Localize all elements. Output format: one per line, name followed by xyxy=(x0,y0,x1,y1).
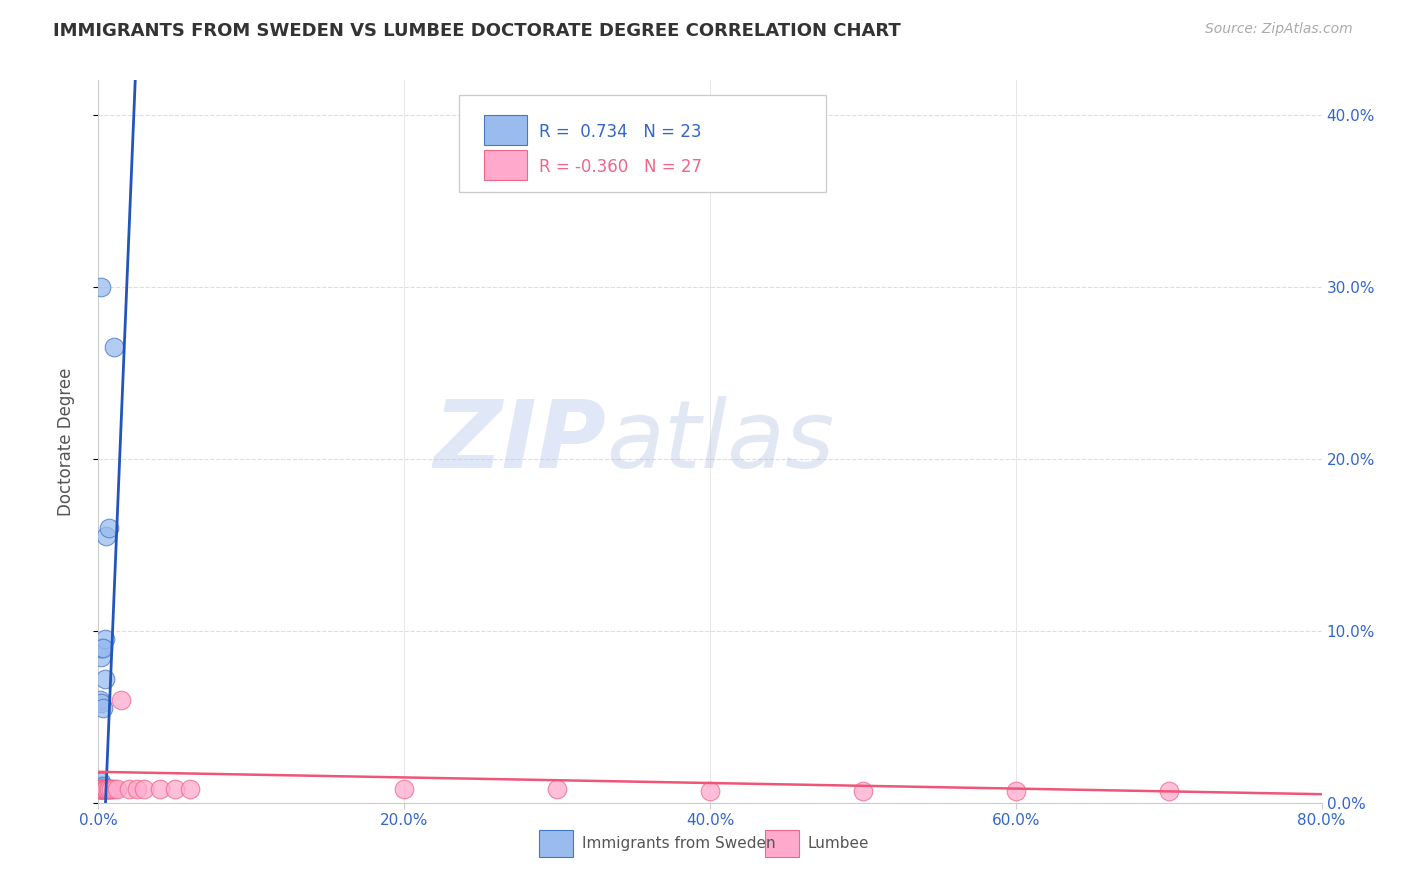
Point xyxy=(1004,784,1026,798)
Point xyxy=(103,340,125,354)
Point xyxy=(90,696,112,710)
Text: Source: ZipAtlas.com: Source: ZipAtlas.com xyxy=(1205,22,1353,37)
Point xyxy=(91,780,114,795)
Point xyxy=(179,782,201,797)
Point xyxy=(90,775,112,789)
Point xyxy=(89,782,111,797)
Point xyxy=(103,782,125,797)
Point xyxy=(94,782,117,797)
Text: ZIP: ZIP xyxy=(433,395,606,488)
Point xyxy=(98,782,121,797)
Text: Immigrants from Sweden: Immigrants from Sweden xyxy=(582,837,775,852)
Point xyxy=(91,782,114,797)
FancyBboxPatch shape xyxy=(765,830,800,857)
Text: R = -0.360   N = 27: R = -0.360 N = 27 xyxy=(538,158,702,176)
Point xyxy=(149,782,172,797)
Point xyxy=(91,779,114,793)
Point xyxy=(90,782,112,797)
Point xyxy=(163,782,186,797)
Point xyxy=(699,784,721,798)
Point xyxy=(100,782,122,797)
Point xyxy=(91,782,114,797)
Text: R =  0.734   N = 23: R = 0.734 N = 23 xyxy=(538,123,702,141)
Point xyxy=(93,782,115,797)
Point xyxy=(125,782,148,797)
Point xyxy=(98,520,121,534)
Point xyxy=(89,782,111,797)
Point xyxy=(90,649,112,664)
Point xyxy=(90,279,112,293)
Point xyxy=(91,782,114,797)
Point xyxy=(90,780,112,795)
Point xyxy=(546,782,568,797)
Point xyxy=(91,640,114,655)
Point xyxy=(97,782,120,797)
Point xyxy=(134,782,156,797)
FancyBboxPatch shape xyxy=(538,830,574,857)
Text: IMMIGRANTS FROM SWEDEN VS LUMBEE DOCTORATE DEGREE CORRELATION CHART: IMMIGRANTS FROM SWEDEN VS LUMBEE DOCTORA… xyxy=(53,22,901,40)
Point xyxy=(1157,784,1180,798)
Point xyxy=(118,782,141,797)
Point xyxy=(90,782,112,797)
Text: Lumbee: Lumbee xyxy=(808,837,869,852)
Point xyxy=(91,701,114,715)
Point xyxy=(89,782,111,797)
Point xyxy=(110,692,132,706)
Point xyxy=(89,692,111,706)
Point xyxy=(852,784,875,798)
Point xyxy=(94,529,117,543)
Point xyxy=(392,782,416,797)
Y-axis label: Doctorate Degree: Doctorate Degree xyxy=(56,368,75,516)
Point xyxy=(90,782,112,797)
Point xyxy=(100,782,122,797)
Text: atlas: atlas xyxy=(606,396,834,487)
Point xyxy=(97,782,120,797)
Point xyxy=(93,672,115,686)
Point xyxy=(93,782,115,797)
FancyBboxPatch shape xyxy=(460,95,827,193)
FancyBboxPatch shape xyxy=(484,150,526,180)
Point xyxy=(89,779,111,793)
Point xyxy=(93,632,115,647)
FancyBboxPatch shape xyxy=(484,115,526,145)
Point xyxy=(105,782,128,797)
Point xyxy=(90,640,112,655)
Point xyxy=(94,782,117,797)
